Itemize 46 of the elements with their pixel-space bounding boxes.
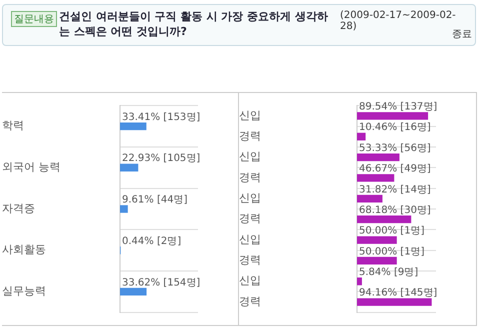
data-label: 33.41% [153명] (122, 112, 200, 123)
y-tick-label: 신입 (239, 108, 261, 122)
bar (357, 194, 382, 202)
bar (357, 216, 412, 224)
data-label: 22.93% [105명] (122, 153, 200, 164)
data-label: 53.33% [56명] (359, 142, 431, 154)
data-label: 5.84% [9명] (359, 266, 418, 278)
bar (120, 164, 138, 172)
bar (357, 236, 397, 244)
bar (357, 256, 397, 265)
y-tick-label: 사회활동 (2, 243, 46, 256)
bar (120, 288, 147, 296)
data-label: 50.00% [1명] (359, 246, 425, 258)
data-label: 46.67% [49명] (359, 164, 431, 175)
data-label: 33.62% [154명] (122, 277, 200, 288)
data-label: 9.61% [44명] (122, 194, 188, 206)
y-tick-label: 신입 (239, 274, 261, 288)
bar (357, 132, 366, 140)
bar (357, 153, 400, 162)
chart-title: 건설인 여러분들이 구직 활동 시 가장 중요하게 생각하는 스펙은 어떤 것입니까? (59, 9, 329, 39)
bar (357, 112, 428, 120)
y-tick-label: 자격증 (2, 202, 35, 215)
bar (357, 298, 432, 306)
y-tick-label: 경력 (239, 294, 261, 308)
y-tick-label: 실무능력 (2, 284, 46, 298)
y-tick-label: 학력 (2, 119, 24, 132)
y-tick-label: 경력 (239, 129, 261, 142)
bar (120, 122, 146, 130)
y-tick-label: 경력 (239, 254, 261, 267)
text: 질문내용 (11, 11, 57, 27)
data-label: 50.00% [1명] (359, 226, 425, 237)
data-label: 68.18% [30명] (359, 204, 431, 216)
y-tick-label: 경력 (239, 212, 261, 226)
bar (357, 174, 394, 182)
data-label: 0.44% [2명] (122, 236, 182, 247)
data-label: 89.54% [137명] (359, 102, 438, 113)
bar (120, 205, 128, 213)
bar (357, 278, 362, 286)
data-label: 94.16% [145명] (359, 288, 438, 299)
y-tick-label: 경력 (239, 170, 261, 184)
data-label: 31.82% [14명] (359, 184, 431, 196)
y-tick-label: 외국어 능력 (2, 160, 60, 174)
y-tick-label: 신입 (239, 232, 261, 246)
data-label: 10.46% [16명] (359, 122, 431, 134)
y-tick-label: 신입 (239, 150, 261, 164)
y-tick-label: 신입 (239, 192, 261, 205)
